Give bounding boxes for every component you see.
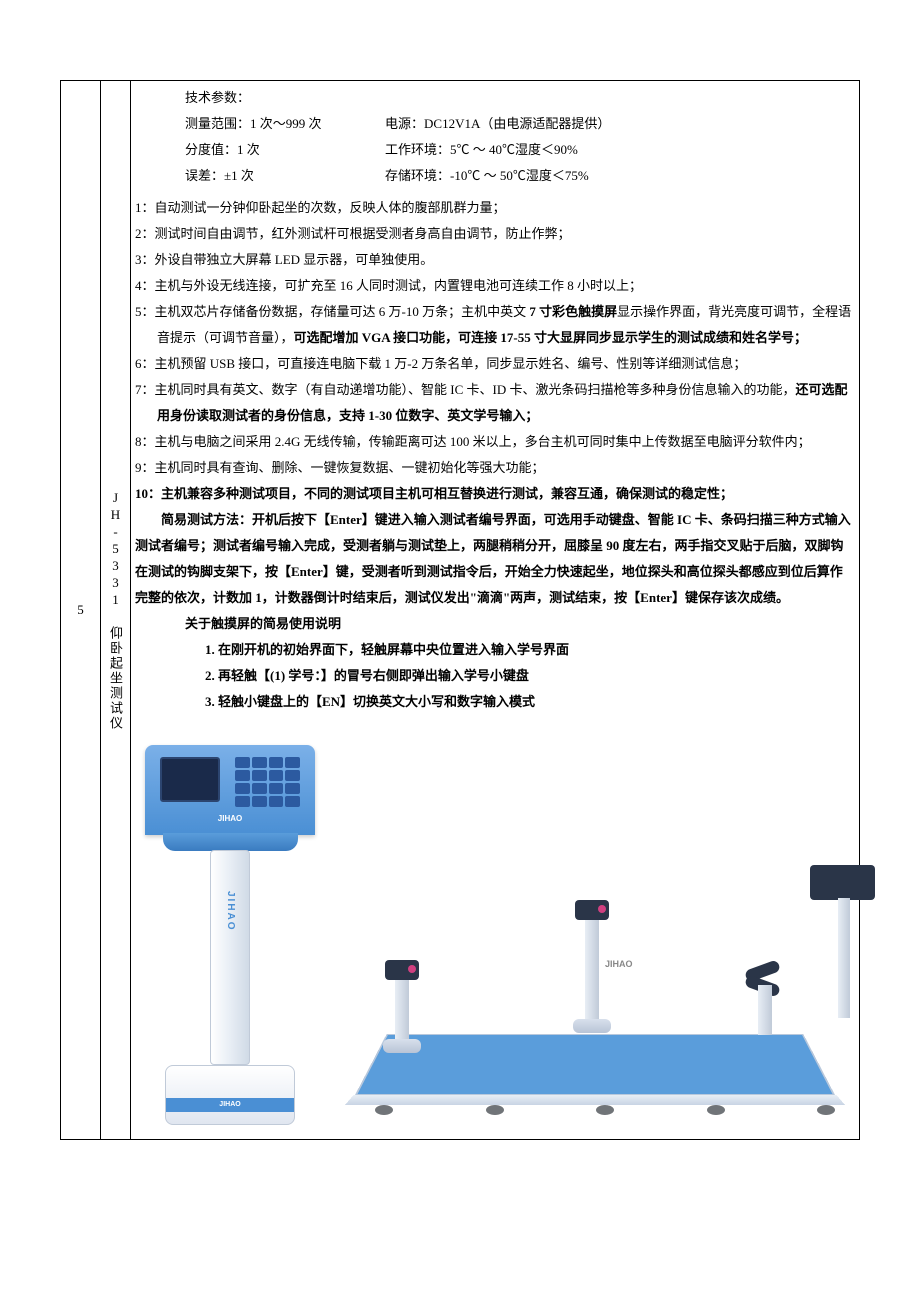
- spec-2: 2：测试时间自由调节，红外测试杆可根据受测者身高自由调节，防止作弊；: [135, 221, 855, 247]
- tech-params-title: 技术参数：: [185, 85, 855, 111]
- mat-frame: [345, 1095, 845, 1105]
- param-row-1: 测量范围：1 次～999 次 电源：DC12V1A（由电源适配器提供）: [185, 111, 855, 137]
- spec-3: 3：外设自带独立大屏幕 LED 显示器，可单独使用。: [135, 247, 855, 273]
- touch-item-2: 2. 再轻触【(1) 学号：】的冒号右侧即弹出输入学号小键盘: [135, 663, 855, 689]
- sensor-pole-1: [395, 975, 409, 1045]
- param-error: 误差：±1 次: [185, 163, 385, 189]
- param-row-3: 误差：±1 次 存储环境：-10℃ ～ 50℃湿度＜75%: [185, 163, 855, 189]
- spec-table: 5 JH-5331 仰卧起坐测试仪 技术参数： 测量范围：1 次～999 次 电…: [60, 80, 860, 1140]
- mat-feet: [355, 1105, 855, 1115]
- foot-holder: [735, 965, 795, 1035]
- pole-brand-text: JIHAO: [220, 891, 240, 932]
- touch-title: 关于触摸屏的简易使用说明: [135, 611, 855, 637]
- console-neck: [163, 833, 298, 851]
- spec-list: 1：自动测试一分钟仰卧起坐的次数，反映人体的腹部肌群力量； 2：测试时间自由调节…: [135, 195, 855, 715]
- param-row-2: 分度值：1 次 工作环境：5℃ ～ 40℃湿度＜90%: [185, 137, 855, 163]
- touch-item-3: 3. 轻触小键盘上的【EN】切换英文大小写和数字输入模式: [135, 689, 855, 715]
- param-work-env: 工作环境：5℃ ～ 40℃湿度＜90%: [385, 137, 855, 163]
- console-head: JIHAO: [145, 745, 315, 835]
- spec-4: 4：主机与外设无线连接，可扩充至 16 人同时测试，内置锂电池可连续工作 8 小…: [135, 273, 855, 299]
- spec-6: 6：主机预留 USB 接口，可直接连电脑下载 1 万-2 万条名单，同步显示姓名…: [135, 351, 855, 377]
- param-power: 电源：DC12V1A（由电源适配器提供）: [385, 111, 855, 137]
- sensor-head: [575, 900, 609, 920]
- mat-brand-label: JIHAO: [605, 955, 633, 973]
- product-name-cell: JH-5331 仰卧起坐测试仪: [101, 81, 131, 1140]
- device-mat-illustration: JIHAO: [355, 845, 855, 1125]
- param-storage-env: 存储环境：-10℃ ～ 50℃湿度＜75%: [385, 163, 855, 189]
- sensor-pole-2: [585, 915, 599, 1025]
- page-container: 5 JH-5331 仰卧起坐测试仪 技术参数： 测量范围：1 次～999 次 电…: [0, 0, 920, 1180]
- row-number-cell: 5: [61, 81, 101, 1140]
- touch-item-1: 1. 在刚开机的初始界面下，轻触屏幕中央位置进入输入学号界面: [135, 637, 855, 663]
- spec-7: 7：主机同时具有英文、数字（有自动递增功能）、智能 IC 卡、ID 卡、激光条码…: [135, 377, 855, 429]
- product-image-area: JIHAO JIHAO JIHAO JIHAO: [135, 735, 855, 1135]
- spec-8: 8：主机与电脑之间采用 2.4G 无线传输，传输距离可达 100 米以上，多台主…: [135, 429, 855, 455]
- spec-10: 10：主机兼容多种测试项目，不同的测试项目主机可相互替换进行测试，兼容互通，确保…: [135, 481, 855, 507]
- mat-surface: [355, 1034, 835, 1095]
- console-keypad: [235, 757, 300, 807]
- spec-9: 9：主机同时具有查询、删除、一键恢复数据、一键初始化等强大功能；: [135, 455, 855, 481]
- spec-1: 1：自动测试一分钟仰卧起坐的次数，反映人体的腹部肌群力量；: [135, 195, 855, 221]
- console-pole: JIHAO: [210, 850, 250, 1065]
- display-unit: [810, 865, 875, 900]
- console-brand-label: JIHAO: [145, 811, 315, 827]
- tech-params-section: 技术参数： 测量范围：1 次～999 次 电源：DC12V1A（由电源适配器提供…: [135, 85, 855, 189]
- param-range: 测量范围：1 次～999 次: [185, 111, 385, 137]
- spec-5: 5：主机双芯片存储备份数据，存储量可达 6 万-10 万条；主机中英文 7 寸彩…: [135, 299, 855, 351]
- base-brand-stripe: JIHAO: [166, 1098, 294, 1112]
- row-number: 5: [77, 602, 84, 617]
- sensor-head: [385, 960, 419, 980]
- device-console-illustration: JIHAO JIHAO JIHAO: [135, 745, 315, 1125]
- console-base: JIHAO: [165, 1065, 295, 1125]
- test-method: 简易测试方法：开机后按下【Enter】键进入输入测试者编号界面，可选用手动键盘、…: [135, 507, 855, 611]
- product-name: JH-5331 仰卧起坐测试仪: [108, 490, 123, 731]
- content-cell: 技术参数： 测量范围：1 次～999 次 电源：DC12V1A（由电源适配器提供…: [131, 81, 860, 1140]
- display-pole: [838, 898, 850, 1018]
- param-division: 分度值：1 次: [185, 137, 385, 163]
- console-screen: [160, 757, 220, 802]
